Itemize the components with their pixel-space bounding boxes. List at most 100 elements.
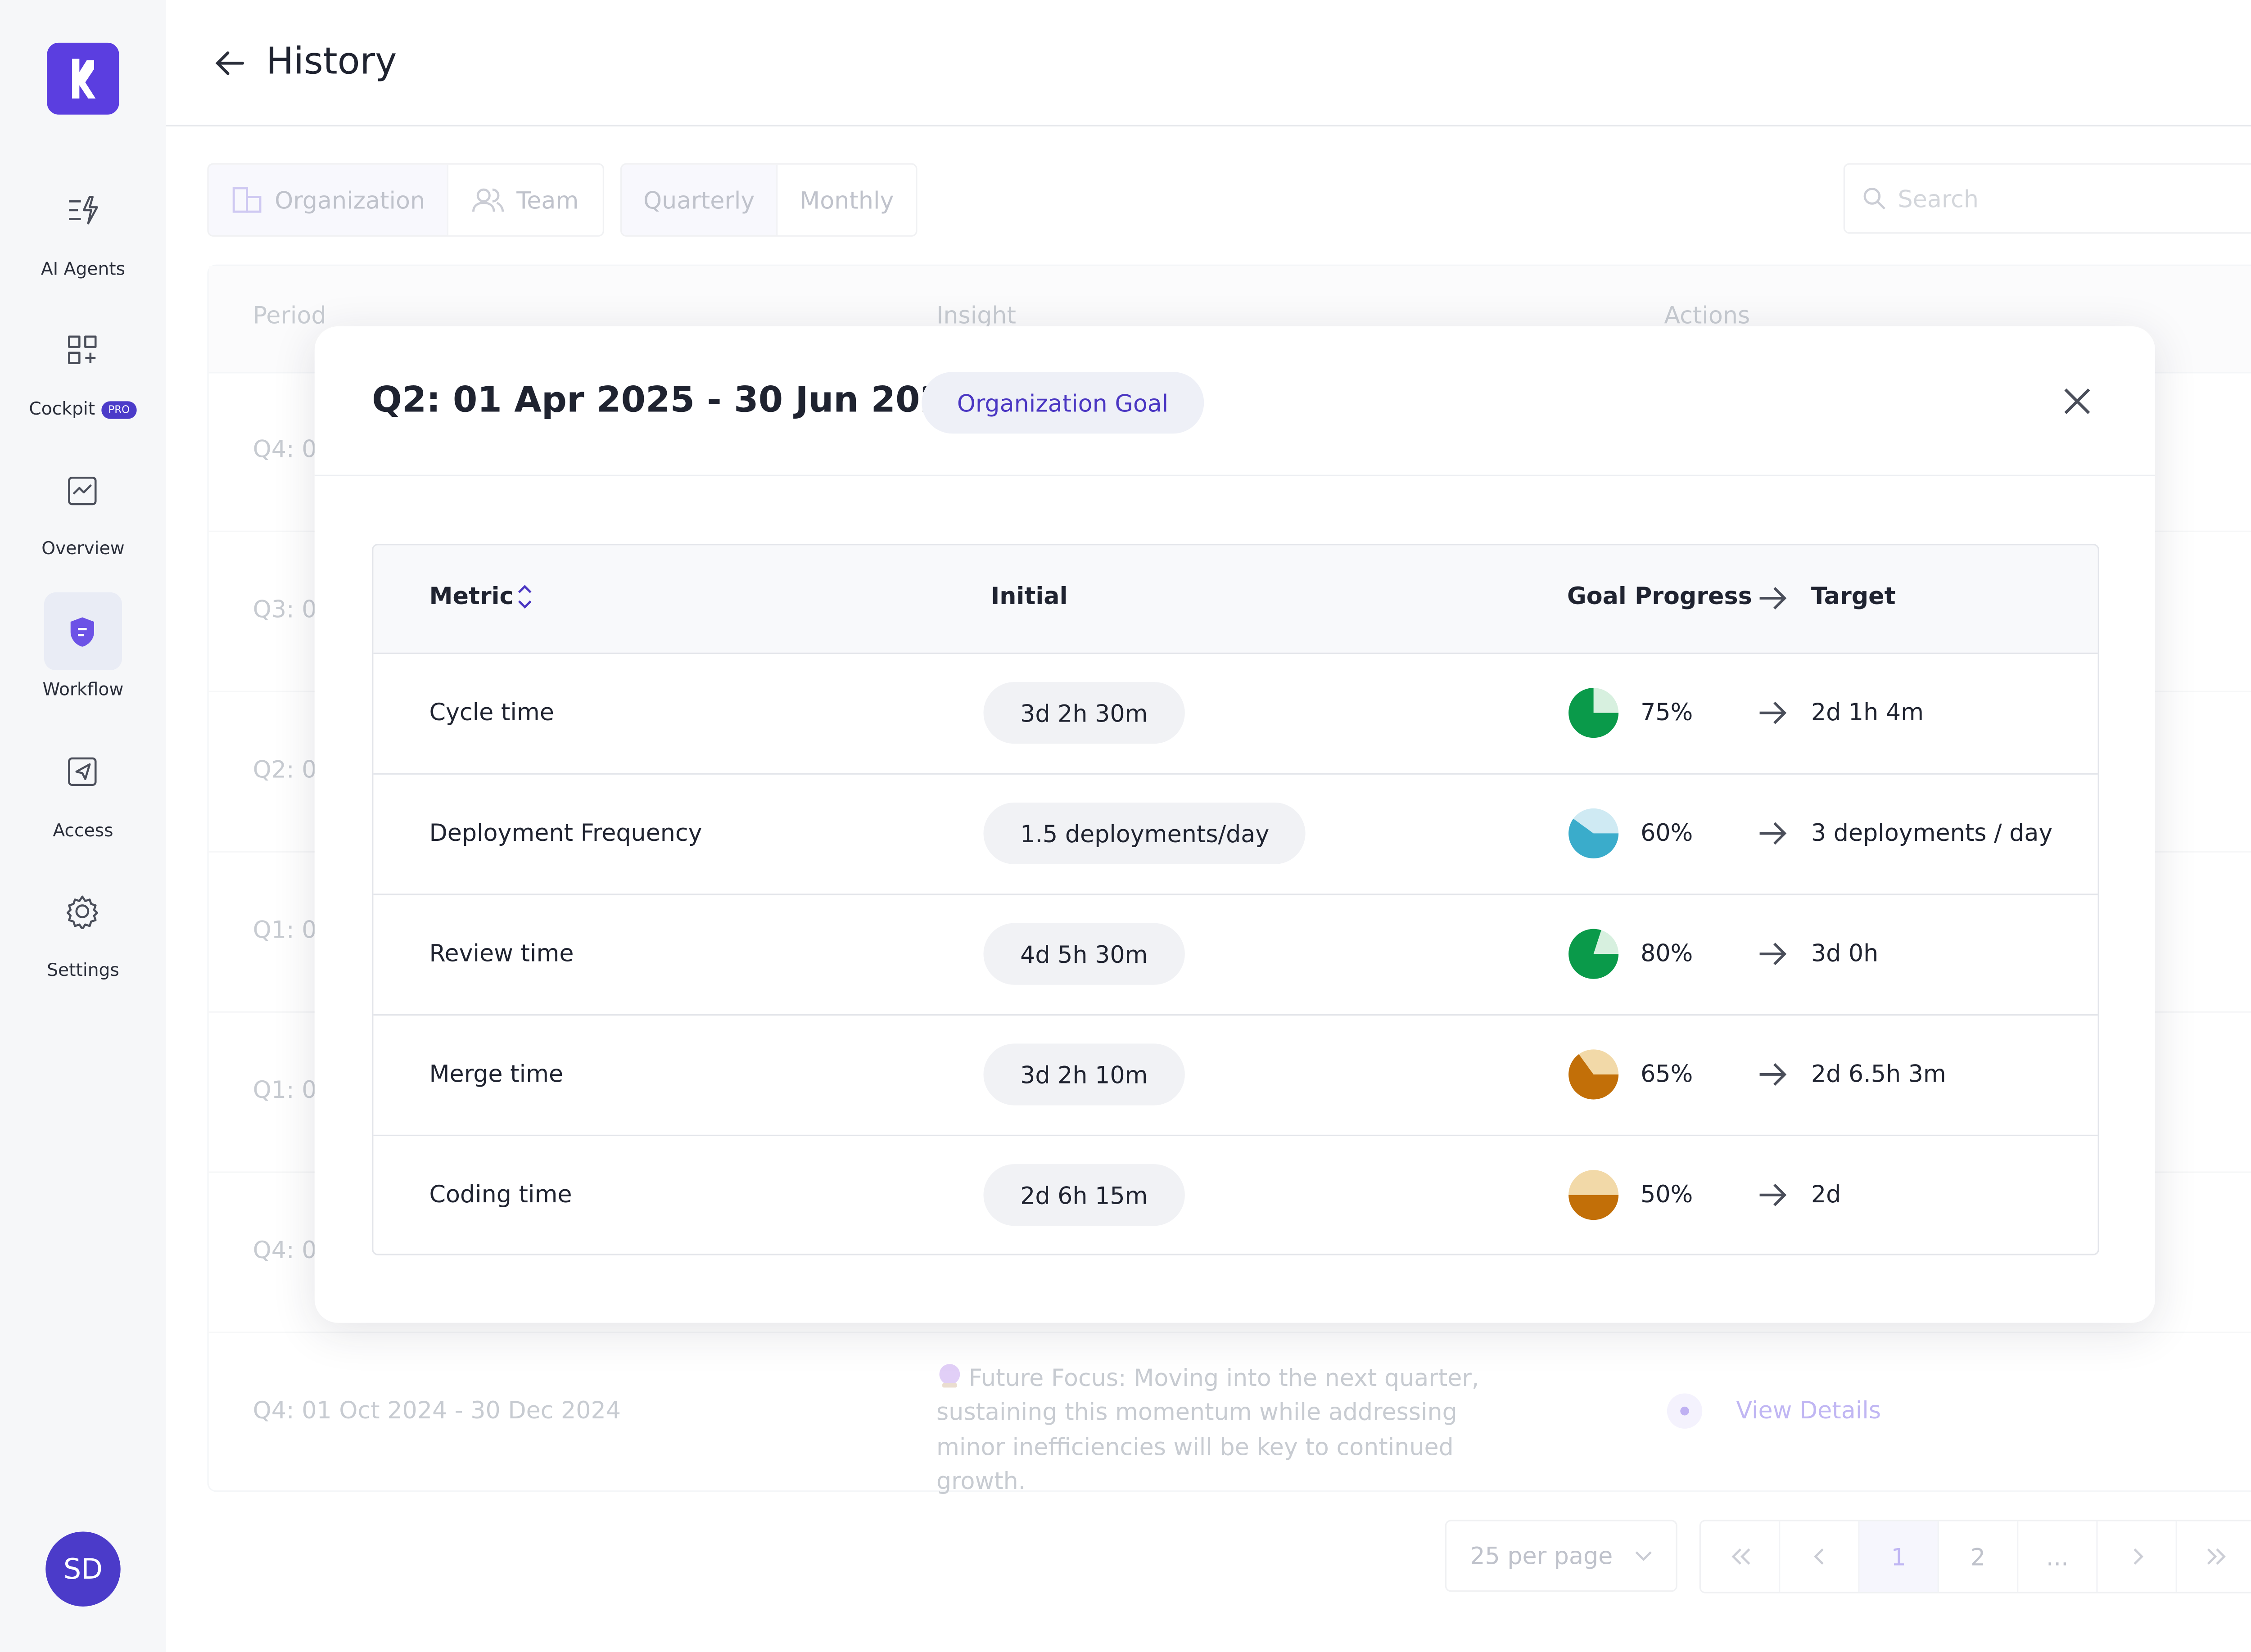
column-header: Goal Progress	[1567, 582, 1752, 610]
nav-label: Access	[53, 820, 113, 841]
row-divider	[373, 1014, 2098, 1016]
target: 3 deployments / day	[1811, 818, 2053, 847]
nav-label: Overview	[41, 538, 125, 559]
page-button[interactable]: 2	[1939, 1521, 2019, 1592]
tab-label: Team	[516, 186, 579, 214]
initial-pill: 3d 2h 30m	[983, 682, 1185, 744]
row-divider	[207, 1332, 2251, 1333]
target: 2d	[1811, 1180, 1841, 1209]
arrow	[1759, 943, 1787, 966]
nav-item[interactable]: Access	[0, 820, 166, 841]
tab[interactable]: Quarterly	[622, 164, 778, 235]
modal: Q2: 01 Apr 2025 - 30 Jun 2025 Organizati…	[314, 326, 2155, 1323]
initial-pill: 3d 2h 10m	[983, 1043, 1185, 1106]
column-header: Initial	[990, 582, 1068, 610]
column-header: Period	[253, 301, 326, 329]
sidebar: SD AI Agents Cockpit PRO Overview Workflow Ac…	[0, 0, 166, 1652]
header-divider	[166, 125, 2251, 126]
period: Q4: 0	[253, 1236, 317, 1264]
nav-item[interactable]: AI Agents	[0, 259, 166, 280]
period-tabs: Quarterly Monthly	[620, 163, 918, 237]
nav-icon	[70, 617, 94, 647]
view-icon	[1667, 1393, 1703, 1429]
icon-shape	[68, 335, 97, 364]
period: Q4: 0	[253, 435, 317, 463]
metric: Merge time	[429, 1060, 564, 1088]
goal-header	[373, 545, 2098, 654]
next-page[interactable]	[2098, 1521, 2177, 1592]
icon-shape	[69, 196, 98, 225]
metric: Cycle time	[429, 698, 554, 727]
target: 2d 6.5h 3m	[1811, 1060, 1946, 1088]
nav-item[interactable]: Cockpit PRO	[0, 398, 166, 419]
per-page[interactable]: 25 per page	[1445, 1520, 1677, 1592]
tab-label: Organization	[275, 186, 425, 214]
nav-item[interactable]: Workflow	[0, 679, 166, 700]
progress-pie	[1568, 688, 1619, 738]
nav-label: Cockpit	[29, 398, 95, 419]
row-divider	[373, 773, 2098, 775]
arrow-shape	[1759, 943, 1787, 966]
period: Q2: 0	[253, 755, 317, 784]
sort-icon[interactable]	[516, 581, 533, 613]
nav-label: Settings	[47, 960, 119, 980]
metric: Review time	[429, 939, 574, 967]
column-header: Metric	[429, 582, 514, 610]
pie-wedge	[1568, 1195, 1619, 1220]
arrow-shape	[1759, 1063, 1787, 1086]
scope-tabs: Organization Team	[207, 163, 605, 237]
page-button[interactable]: 1	[1859, 1521, 1939, 1592]
badge: Organization Goal	[922, 372, 1204, 434]
avatar[interactable]: SD	[45, 1531, 121, 1607]
last-page[interactable]	[2177, 1521, 2251, 1592]
metric: Deployment Frequency	[429, 818, 702, 847]
close[interactable]	[2062, 387, 2092, 416]
nav-icon	[69, 196, 98, 225]
logo	[47, 42, 119, 115]
period: Q3: 0	[253, 595, 317, 623]
tab[interactable]: Organization	[208, 164, 448, 235]
tab[interactable]: Team	[448, 165, 603, 235]
metric: Coding time	[429, 1180, 572, 1209]
tab[interactable]: Monthly	[777, 165, 916, 235]
pie-wedge	[1568, 688, 1619, 738]
initial-pill: 4d 5h 30m	[983, 923, 1185, 985]
nav-label: Workflow	[42, 679, 124, 700]
target: 3d 0h	[1811, 939, 1879, 967]
nav-icon	[66, 895, 98, 929]
arrow	[1759, 701, 1787, 724]
arrow-shape	[1759, 701, 1787, 724]
arrow	[1759, 1183, 1787, 1206]
period: Q1: 0	[253, 1076, 317, 1104]
search[interactable]: Search	[1843, 163, 2251, 234]
column-header: Insight	[936, 301, 1017, 329]
prev-page[interactable]	[1780, 1521, 1860, 1592]
progress-label: 50%	[1641, 1180, 1693, 1209]
page-title: History	[266, 40, 397, 82]
progress-label: 80%	[1641, 939, 1693, 967]
nav-item[interactable]: Settings	[0, 960, 166, 980]
progress-pie	[1568, 1049, 1619, 1100]
icon-shape	[68, 757, 97, 786]
back-arrow[interactable]	[212, 45, 247, 81]
arrow	[1759, 1063, 1787, 1086]
nav-icon	[68, 335, 97, 364]
first-page[interactable]	[1701, 1521, 1781, 1592]
progress-pie	[1568, 1170, 1619, 1220]
insight-icon	[939, 1364, 960, 1388]
progress-pie	[1568, 929, 1619, 979]
progress-label: 75%	[1641, 698, 1693, 727]
view-details[interactable]: View Details	[1736, 1396, 1881, 1425]
insight: Future Focus: Moving into the next quart…	[936, 1364, 1479, 1495]
modal-title: Q2: 01 Apr 2025 - 30 Jun 2025	[372, 379, 969, 420]
pie-wedge	[1568, 929, 1619, 979]
arrow	[1759, 822, 1787, 845]
period: Q1: 0	[253, 916, 317, 944]
icon-shape	[68, 476, 97, 506]
nav-item[interactable]: Overview	[0, 538, 166, 559]
nav-icon	[68, 476, 97, 506]
search-placeholder: Search	[1898, 184, 1979, 212]
goal-table	[372, 544, 2099, 1255]
pie-wedge	[1568, 1054, 1619, 1100]
initial-pill: 2d 6h 15m	[983, 1164, 1185, 1226]
